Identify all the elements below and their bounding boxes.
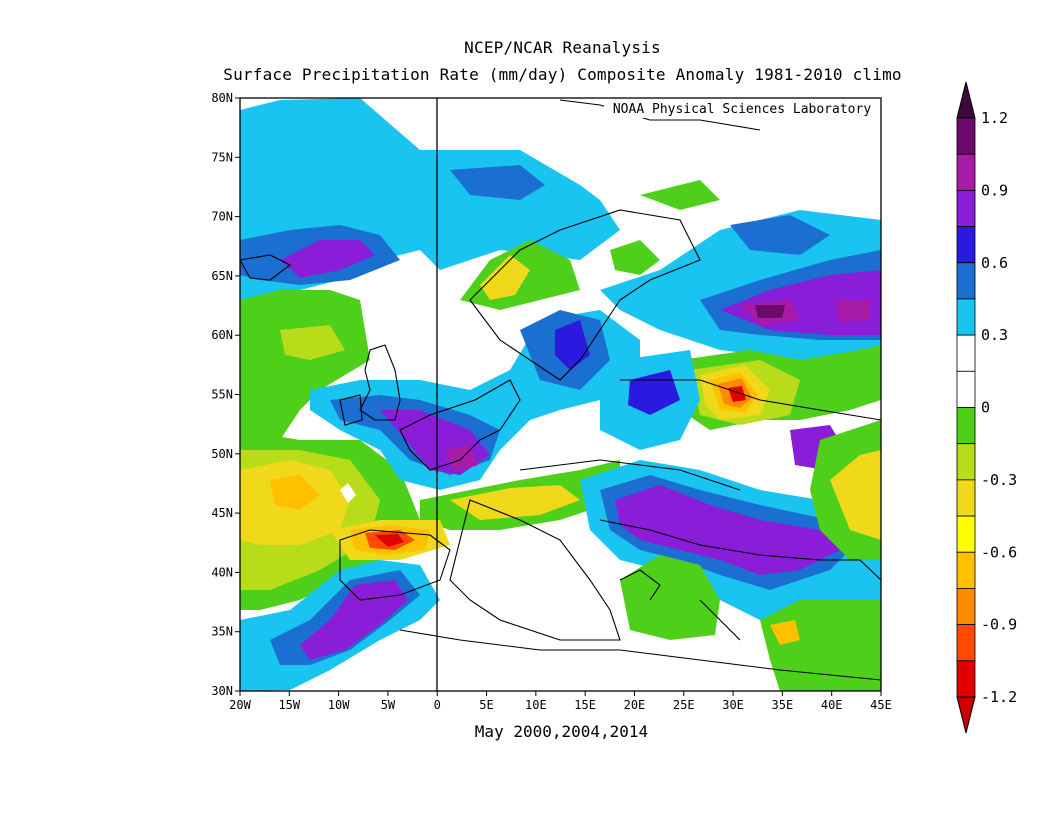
lat-tick-label: 60N: [211, 328, 233, 342]
anomaly-region: [270, 475, 320, 510]
lon-tick-label: 15W: [278, 698, 300, 712]
lon-tick-label: 5W: [381, 698, 396, 712]
anomaly-region: [835, 300, 870, 322]
anomaly-region: [450, 485, 580, 520]
anomaly-region: [280, 240, 375, 278]
lat-tick-label: 55N: [211, 388, 233, 402]
colorbar-segment: [956, 407, 976, 445]
anomaly-region: [770, 620, 800, 645]
anomaly-region: [728, 386, 746, 402]
colorbar-label: -1.2: [981, 688, 1017, 706]
lat-tick-label: 45N: [211, 506, 233, 520]
lat-tick-label: 80N: [211, 91, 233, 105]
period-label: May 2000,2004,2014: [474, 722, 649, 741]
colorbar-label: 0.6: [981, 254, 1008, 272]
lon-tick-label: 20E: [624, 698, 646, 712]
anomaly-region: [375, 534, 404, 547]
anomaly-region: [760, 600, 881, 691]
anomaly-region: [755, 305, 785, 318]
lon-tick-label: 40E: [821, 698, 843, 712]
credit-box: [604, 100, 880, 118]
anomaly-region: [640, 180, 720, 210]
lon-tick-label: 15E: [574, 698, 596, 712]
colorbar-segment: [956, 660, 976, 698]
colorbar-segment: [956, 298, 976, 336]
lat-tick-label: 75N: [211, 150, 233, 164]
lon-tick-label: 30E: [722, 698, 744, 712]
colorbar-segment: [956, 153, 976, 191]
anomaly-region: [450, 165, 545, 200]
lat-tick-label: 35N: [211, 625, 233, 639]
anomaly-region: [620, 555, 720, 640]
colorbar-segment: [956, 226, 976, 264]
lat-tick-label: 40N: [211, 565, 233, 579]
colorbar-label: 1.2: [981, 109, 1008, 127]
colorbar-segment: [956, 515, 976, 553]
colorbar-segment: [956, 117, 976, 155]
anomaly-region: [830, 450, 881, 540]
anomaly-fields: [240, 98, 881, 691]
anomaly-region: [300, 580, 408, 660]
colorbar-label: -0.9: [981, 616, 1017, 634]
coastlines: [240, 99, 881, 681]
anomaly-region: [280, 325, 345, 360]
lon-tick-label: 35E: [772, 698, 794, 712]
lon-axis: 20W 15W 10W 5W 0 5E 10E 15E 20E 25E 30E 35E 40E 45E: [229, 691, 892, 712]
lon-tick-label: 0: [434, 698, 441, 712]
lat-tick-label: 70N: [211, 210, 233, 224]
colorbar-label: -0.3: [981, 471, 1017, 489]
colorbar-segment: [956, 370, 976, 408]
anomaly-region: [480, 255, 530, 300]
colorbar: 1.2 0.9 0.6 0.3 0 -0.3 -0.6 -0.9 -1.2: [956, 81, 1017, 734]
colorbar-segment: [956, 624, 976, 662]
lat-tick-label: 50N: [211, 447, 233, 461]
colorbar-segment: [956, 189, 976, 227]
colorbar-label: 0.9: [981, 181, 1008, 199]
lon-tick-label: 45E: [870, 698, 892, 712]
anomaly-region: [340, 483, 356, 503]
colorbar-segment: [956, 479, 976, 517]
colorbar-label: 0: [981, 399, 990, 417]
anomaly-region: [615, 485, 840, 575]
colorbar-label: -0.6: [981, 543, 1017, 561]
lat-axis: 30N 35N 40N 45N 50N 55N 60N 65N 70N 75N 80N: [211, 91, 240, 698]
colorbar-label: 0.3: [981, 326, 1008, 344]
lon-tick-label: 25E: [673, 698, 695, 712]
map-subtitle: Surface Precipitation Rate (mm/day) Comp…: [223, 65, 902, 84]
lat-tick-label: 65N: [211, 269, 233, 283]
lon-tick-label: 20W: [229, 698, 251, 712]
anomaly-region: [730, 215, 830, 255]
lon-tick-label: 5E: [479, 698, 493, 712]
anomaly-region: [240, 290, 370, 460]
lon-tick-label: 10W: [328, 698, 350, 712]
colorbar-segment: [956, 262, 976, 300]
anomaly-region: [628, 370, 680, 415]
lat-tick-label: 30N: [211, 684, 233, 698]
colorbar-bottom-arrow: [956, 696, 976, 734]
colorbar-segment: [956, 443, 976, 481]
credit-text: NOAA Physical Sciences Laboratory: [613, 102, 871, 117]
colorbar-top-arrow: [956, 81, 976, 119]
colorbar-segment: [956, 551, 976, 589]
colorbar-segment: [956, 334, 976, 372]
colorbar-segment: [956, 588, 976, 626]
map-title: NCEP/NCAR Reanalysis: [464, 38, 661, 57]
anomaly-region: [610, 240, 660, 275]
lon-tick-label: 10E: [525, 698, 547, 712]
